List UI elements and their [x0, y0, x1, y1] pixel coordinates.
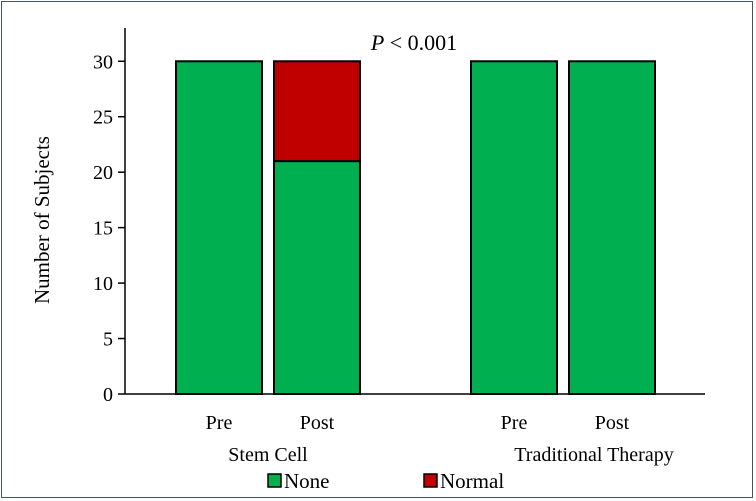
x-labels: Pre Post Pre Post Stem Cell Traditional Thera…	[206, 412, 674, 466]
p-value-text: < 0.001	[384, 30, 457, 55]
legend-swatch-none	[267, 473, 282, 488]
y-tick-label: 15	[93, 218, 113, 240]
y-tick-label: 20	[93, 162, 113, 184]
x-group-label: Stem Cell	[228, 444, 308, 466]
bar-none-4	[568, 60, 656, 395]
x-group-label: Traditional Therapy	[514, 444, 673, 466]
x-tick-label: Pre	[501, 412, 528, 434]
legend-swatch-normal	[423, 473, 438, 488]
p-value-symbol: P	[370, 30, 384, 55]
bar-normal-2	[273, 60, 361, 163]
p-value-annotation: P < 0.001	[370, 30, 457, 55]
y-tick-label: 10	[93, 273, 113, 295]
y-tick-label: 0	[103, 384, 113, 406]
bar-none-2	[273, 160, 361, 395]
y-tick-label: 5	[103, 329, 113, 351]
y-tick-label: 25	[93, 107, 113, 129]
legend: None Normal	[267, 469, 504, 493]
bar-none-3	[470, 60, 558, 395]
x-tick-label: Post	[595, 412, 630, 434]
bar-none-1	[175, 60, 263, 395]
x-tick-label: Pre	[206, 412, 233, 434]
y-ticks: 0 5 10 15 20 25 30	[93, 51, 125, 406]
legend-label-normal: Normal	[440, 469, 504, 493]
bars	[175, 60, 656, 395]
y-axis-title: Number of Subjects	[30, 136, 54, 304]
legend-label-none: None	[284, 469, 330, 493]
y-tick-label: 30	[93, 51, 113, 73]
x-tick-label: Post	[300, 412, 335, 434]
